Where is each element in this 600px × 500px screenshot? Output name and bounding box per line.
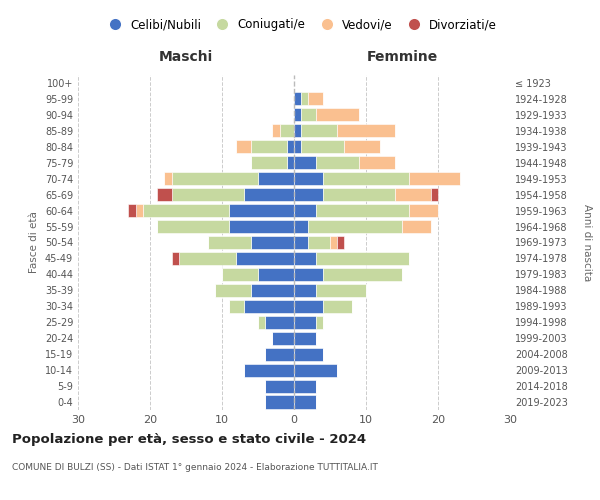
Bar — [402, 220, 431, 233]
Bar — [294, 268, 323, 281]
Bar — [164, 172, 172, 185]
Bar — [294, 140, 301, 153]
Bar — [222, 268, 258, 281]
Bar — [294, 172, 323, 185]
Bar — [294, 300, 323, 313]
Bar — [294, 332, 316, 345]
Bar — [265, 380, 294, 392]
Bar — [316, 204, 409, 217]
Bar — [236, 140, 251, 153]
Bar — [330, 236, 337, 249]
Bar — [323, 268, 402, 281]
Bar — [265, 316, 294, 329]
Bar — [128, 204, 136, 217]
Bar — [229, 220, 294, 233]
Bar — [316, 284, 366, 297]
Bar — [344, 140, 380, 153]
Bar — [136, 204, 143, 217]
Bar — [359, 156, 395, 170]
Bar — [251, 236, 294, 249]
Text: Maschi: Maschi — [159, 50, 213, 64]
Bar — [244, 300, 294, 313]
Bar — [294, 188, 323, 201]
Bar — [258, 268, 294, 281]
Bar — [294, 364, 337, 376]
Y-axis label: Fasce di età: Fasce di età — [29, 212, 39, 274]
Bar — [301, 140, 344, 153]
Bar — [323, 172, 409, 185]
Bar — [316, 156, 359, 170]
Bar — [265, 396, 294, 408]
Bar — [294, 380, 316, 392]
Bar — [157, 220, 229, 233]
Bar — [172, 188, 244, 201]
Bar — [251, 284, 294, 297]
Bar — [323, 188, 395, 201]
Bar — [431, 188, 438, 201]
Bar — [294, 348, 323, 360]
Bar — [294, 284, 316, 297]
Bar — [157, 188, 172, 201]
Bar — [244, 364, 294, 376]
Bar — [323, 300, 352, 313]
Bar — [337, 124, 395, 138]
Bar — [244, 188, 294, 201]
Bar — [236, 252, 294, 265]
Bar — [229, 204, 294, 217]
Bar — [316, 316, 323, 329]
Bar — [172, 252, 179, 265]
Bar — [251, 140, 287, 153]
Bar — [280, 124, 294, 138]
Bar — [316, 108, 359, 122]
Bar — [287, 156, 294, 170]
Bar — [395, 188, 431, 201]
Bar — [308, 220, 402, 233]
Bar — [308, 92, 323, 106]
Bar — [301, 124, 337, 138]
Bar — [294, 204, 316, 217]
Bar — [294, 396, 316, 408]
Bar — [172, 172, 258, 185]
Bar — [287, 140, 294, 153]
Bar — [294, 236, 308, 249]
Bar — [251, 156, 287, 170]
Bar — [294, 252, 316, 265]
Bar — [294, 316, 316, 329]
Y-axis label: Anni di nascita: Anni di nascita — [581, 204, 592, 281]
Bar — [265, 348, 294, 360]
Bar — [258, 172, 294, 185]
Bar — [294, 124, 301, 138]
Bar — [179, 252, 236, 265]
Bar — [258, 316, 265, 329]
Text: Popolazione per età, sesso e stato civile - 2024: Popolazione per età, sesso e stato civil… — [12, 432, 366, 446]
Bar — [215, 284, 251, 297]
Bar — [301, 108, 316, 122]
Bar — [316, 252, 409, 265]
Bar — [409, 172, 460, 185]
Text: Femmine: Femmine — [367, 50, 437, 64]
Bar — [272, 124, 280, 138]
Bar — [294, 92, 301, 106]
Bar — [272, 332, 294, 345]
Bar — [208, 236, 251, 249]
Bar — [294, 220, 308, 233]
Bar — [294, 108, 301, 122]
Bar — [229, 300, 244, 313]
Bar — [308, 236, 330, 249]
Bar — [294, 156, 316, 170]
Bar — [337, 236, 344, 249]
Bar — [409, 204, 438, 217]
Text: COMUNE DI BULZI (SS) - Dati ISTAT 1° gennaio 2024 - Elaborazione TUTTITALIA.IT: COMUNE DI BULZI (SS) - Dati ISTAT 1° gen… — [12, 462, 378, 471]
Bar — [143, 204, 229, 217]
Legend: Celibi/Nubili, Coniugati/e, Vedovi/e, Divorziati/e: Celibi/Nubili, Coniugati/e, Vedovi/e, Di… — [98, 14, 502, 36]
Bar — [301, 92, 308, 106]
